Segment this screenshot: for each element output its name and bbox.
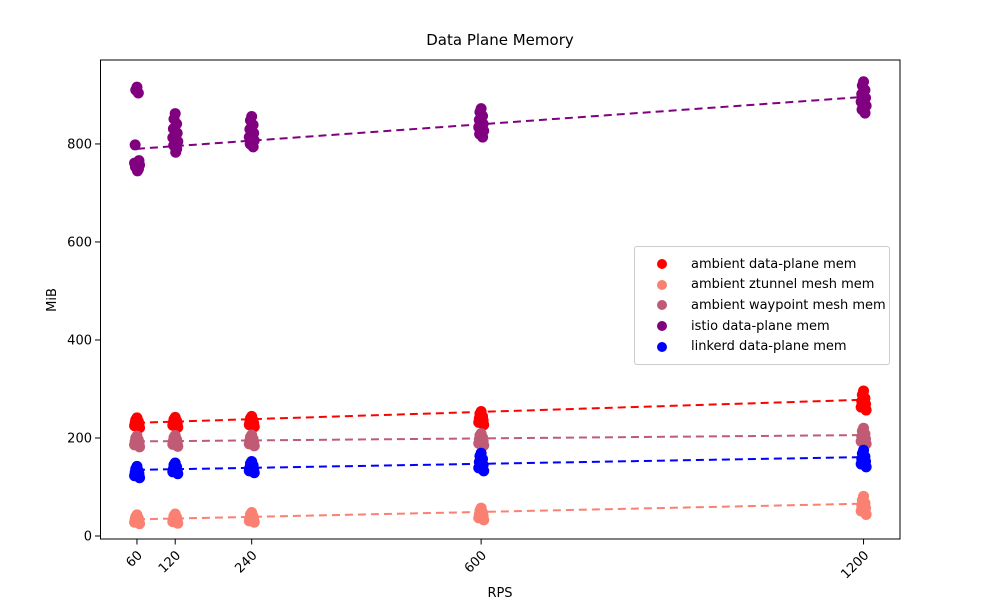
series-ambient-waypoint-mesh-mem — [129, 422, 872, 453]
x-axis-label: RPS — [487, 586, 512, 600]
y-tick-label: 600 — [67, 235, 92, 250]
data-point — [860, 461, 872, 473]
series-linkerd-data-plane-mem — [129, 444, 872, 484]
legend-marker-icon — [657, 341, 667, 352]
legend-item-label: ambient ztunnel mesh mem — [691, 277, 875, 293]
x-tick-label: 1200 — [838, 548, 872, 582]
legend-marker-icon — [657, 321, 667, 332]
series-istio-data-plane-mem — [129, 76, 872, 177]
data-point — [172, 421, 184, 433]
data-point — [134, 518, 146, 530]
data-point — [247, 141, 259, 153]
legend-item-label: istio data-plane mem — [691, 318, 830, 334]
legend-marker-icon — [657, 279, 667, 290]
data-point — [170, 146, 182, 158]
y-tick-label: 0 — [84, 530, 92, 545]
y-tick-label: 400 — [67, 333, 92, 348]
x-axis: 60 120 240 600 1200 — [123, 539, 872, 582]
data-point — [248, 440, 260, 452]
legend-marker-icon — [657, 300, 667, 311]
y-axis: 0 200 400 600 800 — [67, 137, 101, 545]
data-point — [132, 87, 144, 99]
data-point — [131, 165, 143, 177]
data-point — [248, 516, 260, 528]
series-ambient-data-plane-mem — [129, 385, 872, 434]
data-point — [478, 514, 490, 526]
data-point — [478, 419, 490, 431]
legend-item-label: linkerd data-plane mem — [691, 339, 847, 355]
data-point — [860, 404, 872, 416]
legend-item-ambient-ztunnel-mesh-mem: ambient ztunnel mesh mem — [647, 275, 879, 296]
legend: ambient data-plane mem ambient ztunnel me… — [634, 246, 890, 365]
data-point — [172, 517, 184, 529]
legend-item-ambient-waypoint-mesh-mem: ambient waypoint mesh mem — [647, 295, 886, 316]
plot-border — [100, 59, 901, 540]
legend-item-linkerd-data-plane-mem: linkerd data-plane mem — [647, 336, 879, 357]
legend-marker-icon — [657, 259, 667, 270]
data-point — [134, 472, 146, 484]
data-point — [248, 421, 260, 433]
scatter-points — [129, 76, 872, 530]
data-point — [172, 468, 184, 480]
data-point — [477, 131, 489, 143]
y-tick-label: 200 — [67, 431, 92, 446]
data-point — [134, 422, 146, 434]
data-point — [134, 441, 146, 453]
chart-title: Data Plane Memory — [426, 31, 574, 49]
legend-item-label: ambient waypoint mesh mem — [691, 297, 886, 313]
legend-item-ambient-data-plane-mem: ambient data-plane mem — [647, 254, 879, 275]
x-tick-label: 120 — [156, 548, 184, 576]
y-axis-label: MiB — [45, 288, 60, 312]
x-tick-label: 60 — [123, 548, 145, 570]
data-point — [248, 467, 260, 479]
data-point — [859, 107, 871, 119]
y-tick-label: 800 — [67, 137, 92, 152]
data-point — [478, 465, 490, 477]
x-tick-label: 600 — [462, 548, 490, 576]
series-ambient-ztunnel-mesh-mem — [129, 490, 872, 530]
data-point — [129, 139, 141, 151]
x-tick-label: 240 — [232, 548, 260, 576]
data-point — [172, 440, 184, 452]
data-point — [860, 508, 872, 520]
legend-item-label: ambient data-plane mem — [691, 256, 857, 272]
legend-item-istio-data-plane-mem: istio data-plane mem — [647, 316, 879, 337]
